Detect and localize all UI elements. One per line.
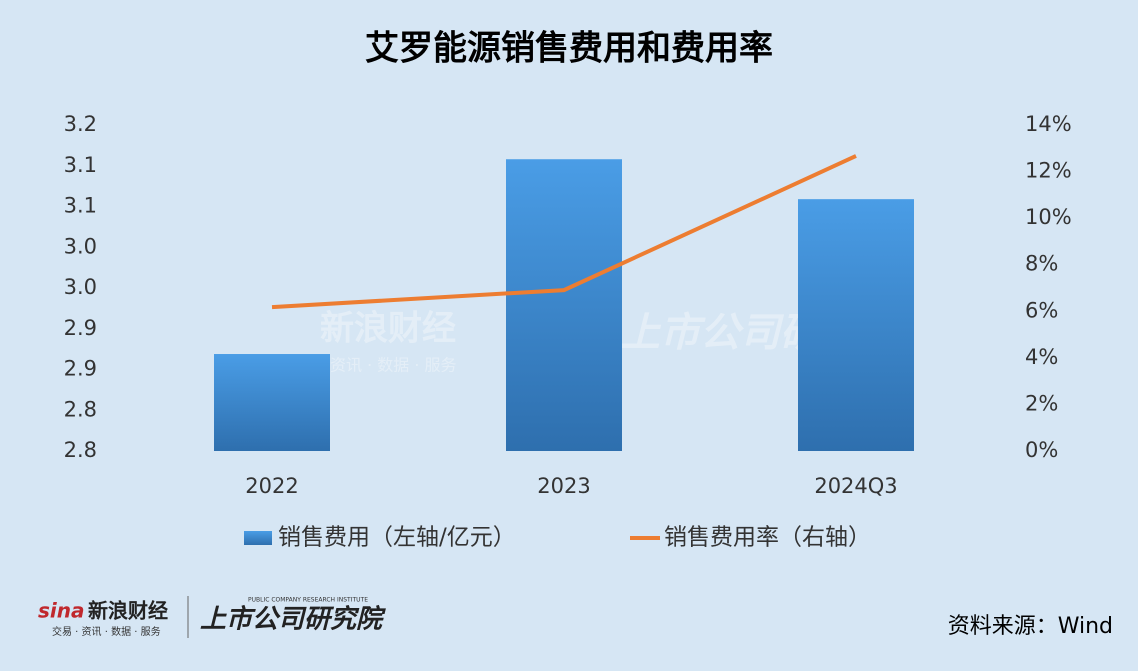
bar bbox=[214, 354, 330, 451]
logo-institute-en: PUBLIC COMPANY RESEARCH INSTITUTE bbox=[248, 597, 368, 604]
line bbox=[271, 154, 857, 310]
x-tick-label: 2023 bbox=[537, 474, 590, 498]
y-tick-label: 3.1 bbox=[64, 153, 97, 177]
chart-title: 艾罗能源销售费用和费用率 bbox=[365, 29, 773, 69]
y2-tick-label: 0% bbox=[1025, 438, 1058, 462]
source: 资料来源：Wind bbox=[948, 614, 1113, 639]
y2-tick-label: 14% bbox=[1025, 112, 1072, 136]
legend-label: 销售费用（左轴/亿元） bbox=[278, 525, 516, 551]
y-tick-label: 2.9 bbox=[64, 357, 97, 381]
watermark-sina: 新浪财经 bbox=[320, 309, 456, 349]
logo-institute: 上市公司研究院 bbox=[200, 605, 386, 635]
y2-tick-label: 2% bbox=[1025, 391, 1058, 415]
y-tick-label: 3.1 bbox=[64, 194, 97, 218]
logo-sina-cn: 新浪财经 bbox=[88, 599, 168, 623]
logo-sina: sina bbox=[38, 599, 85, 623]
y2-tick-label: 4% bbox=[1025, 345, 1058, 369]
logo: sina 新浪财经 交易 · 资讯 · 数据 · 服务 PUBLIC COMPA… bbox=[38, 596, 386, 638]
y-tick-label: 3.2 bbox=[64, 112, 97, 136]
watermark-tagline: 资讯 · 数据 · 服务 bbox=[330, 356, 457, 375]
x-tick-label: 2024Q3 bbox=[814, 474, 897, 498]
y-tick-label: 2.8 bbox=[64, 438, 97, 462]
y2-tick-label: 10% bbox=[1025, 205, 1072, 229]
y2-tick-label: 6% bbox=[1025, 298, 1058, 322]
y2-tick-label: 8% bbox=[1025, 252, 1058, 276]
logo-tagline: 交易 · 资讯 · 数据 · 服务 bbox=[52, 625, 161, 638]
legend-swatch bbox=[244, 531, 272, 545]
x-tick-label: 2022 bbox=[245, 474, 298, 498]
y-tick-label: 2.9 bbox=[64, 316, 97, 340]
bar bbox=[506, 159, 622, 452]
y-tick-label: 3.0 bbox=[64, 275, 97, 299]
y-tick-label: 3.0 bbox=[64, 234, 97, 258]
y-tick-label: 2.8 bbox=[64, 397, 97, 421]
bar bbox=[798, 199, 914, 451]
legend-label: 销售费用率（右轴） bbox=[664, 525, 871, 551]
y2-tick-label: 12% bbox=[1025, 159, 1072, 183]
